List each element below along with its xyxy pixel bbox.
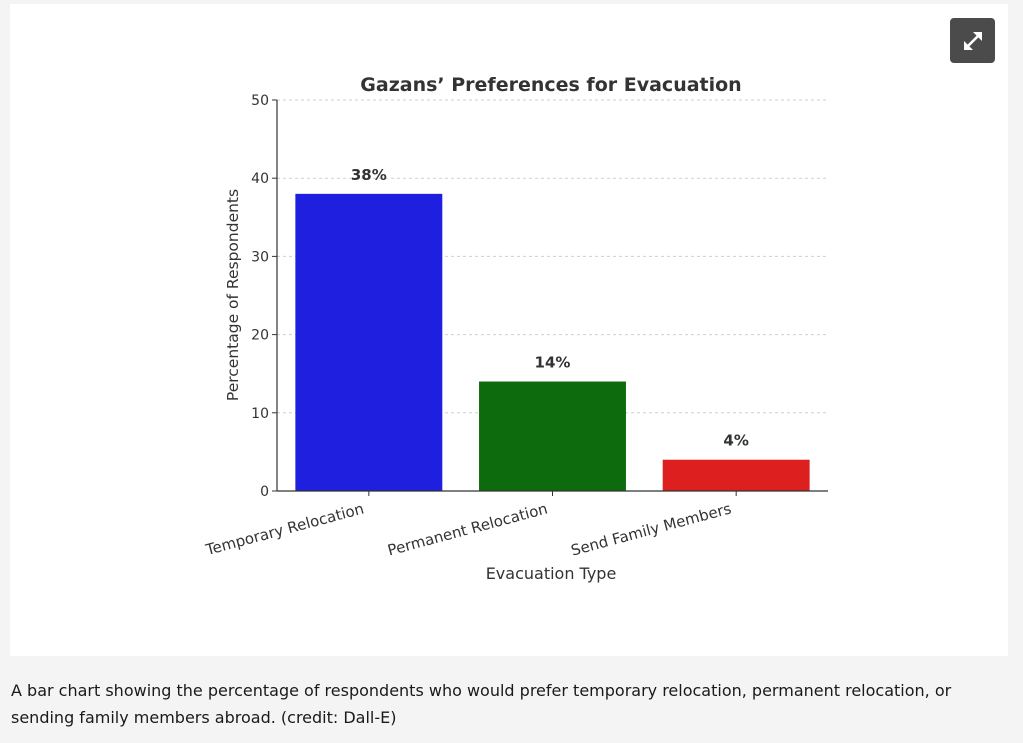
x-tick-label: Temporary Relocation <box>203 499 366 559</box>
bar <box>662 459 810 491</box>
y-axis-title: Percentage of Respondents <box>224 189 242 401</box>
expand-arrows-icon <box>960 28 986 54</box>
ticks: 0 10 20 30 40 50 Temporary Relocation Permanent… <box>203 93 737 560</box>
bar-data-label: 14% <box>535 354 571 372</box>
bars <box>295 193 810 491</box>
y-tick-label: 0 <box>260 484 269 500</box>
figure-panel <box>10 4 1008 656</box>
x-tick-label: Permanent Relocation <box>386 499 550 559</box>
y-tick-label: 50 <box>251 93 269 109</box>
bar-data-label: 38% <box>351 166 387 184</box>
y-tick-label: 30 <box>251 249 269 265</box>
bar <box>295 193 443 491</box>
bar-data-label: 4% <box>723 432 748 450</box>
y-tick-label: 10 <box>251 406 269 422</box>
chart-title: Gazans’ Preferences for Evacuation <box>360 74 741 96</box>
bar <box>479 381 626 491</box>
y-tick-label: 40 <box>251 171 269 187</box>
x-axis-title: Evacuation Type <box>486 564 617 583</box>
x-tick-label: Send Family Members <box>569 499 733 559</box>
y-tick-label: 20 <box>251 328 269 344</box>
expand-button[interactable] <box>950 18 995 63</box>
figure-caption: A bar chart showing the percentage of re… <box>11 681 952 727</box>
data-labels: 38% 14% 4% <box>351 166 749 450</box>
